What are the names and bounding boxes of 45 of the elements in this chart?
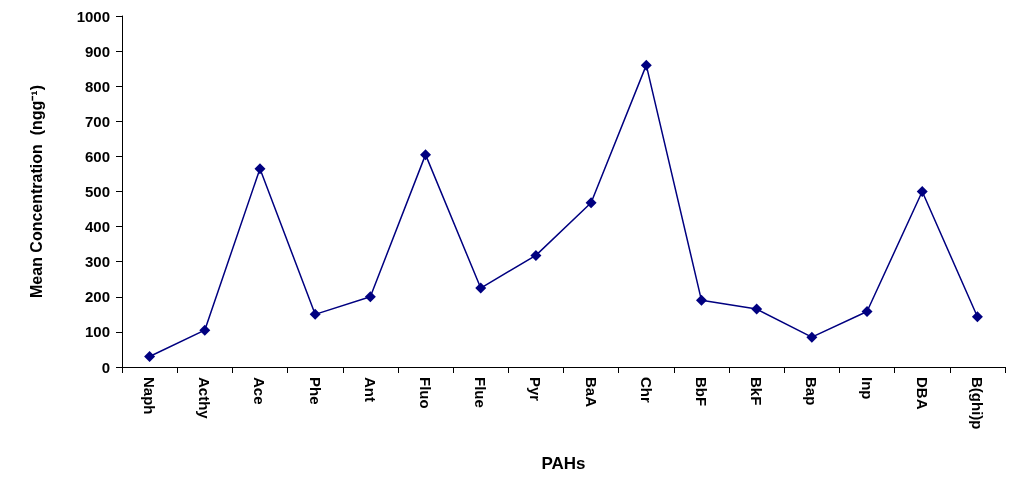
point <box>640 59 652 71</box>
point <box>861 306 873 318</box>
x-tick-label: Phe <box>306 377 324 405</box>
x-tick-label: Ant <box>361 377 379 402</box>
point <box>254 163 266 175</box>
y-tick-label: 0 <box>101 358 110 376</box>
y-tick-label: 700 <box>84 112 110 130</box>
x-tick-label: Fluo <box>417 377 435 409</box>
y-tick-label: 300 <box>84 253 110 271</box>
point <box>530 249 542 261</box>
y-tick-label: 200 <box>84 288 110 306</box>
point <box>916 186 928 197</box>
x-axis-title: PAHs <box>541 454 586 473</box>
point <box>144 350 156 362</box>
x-tick-label: BkF <box>748 377 766 406</box>
y-tick-label: 100 <box>84 323 110 341</box>
y-tick-label: 600 <box>84 147 110 165</box>
y-axis-title: Mean Concentration (ngg⁻¹) <box>27 85 45 298</box>
point <box>585 197 597 209</box>
x-tick-label: Inp <box>858 377 876 400</box>
x-tick-label: Flue <box>472 377 490 408</box>
x-tick-label: Naph <box>141 377 159 415</box>
y-tick-label: 400 <box>84 218 110 236</box>
x-tick-label: BaA <box>582 377 600 408</box>
x-tick-label: Pyr <box>527 377 545 402</box>
x-tick-label: Ace <box>251 377 269 405</box>
point <box>199 324 211 336</box>
x-tick-label: B(ghi)p <box>968 377 986 430</box>
point <box>806 331 818 343</box>
y-tick-label: 500 <box>84 183 110 200</box>
x-tick-label: DBA <box>913 377 931 410</box>
point <box>420 149 432 161</box>
x-tick-label: BbF <box>692 377 710 407</box>
point <box>364 291 376 303</box>
x-tick-label: Bap <box>803 377 821 406</box>
point <box>475 282 487 294</box>
y-tick-label: 900 <box>84 42 110 60</box>
point <box>751 303 763 315</box>
x-tick-label: Chr <box>637 377 655 403</box>
y-tick-label: 1000 <box>76 7 110 25</box>
point <box>309 308 321 320</box>
x-tick-label: Acthy <box>196 377 214 420</box>
point <box>971 311 983 323</box>
point <box>695 294 707 306</box>
y-tick-label: 800 <box>84 77 110 95</box>
